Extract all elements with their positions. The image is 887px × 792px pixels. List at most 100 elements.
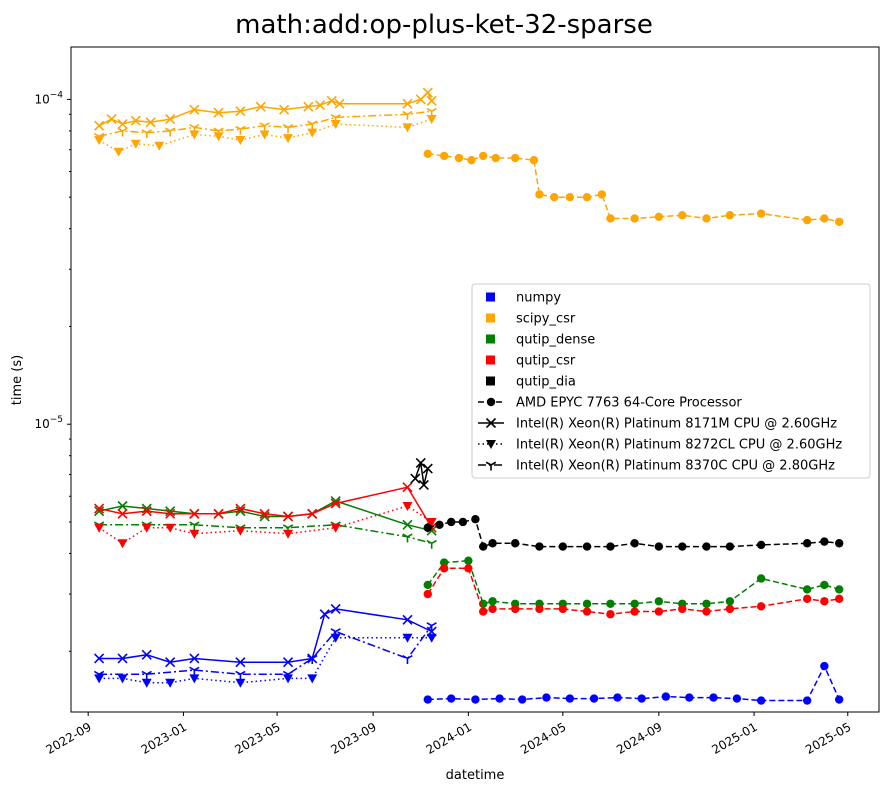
data-point (189, 508, 200, 519)
data-point (439, 558, 449, 567)
data-point (113, 147, 124, 157)
series-line (99, 637, 432, 684)
data-point (164, 127, 176, 137)
data-point (464, 556, 473, 565)
data-point (282, 670, 294, 680)
legend-label: qutip_dia (516, 375, 576, 390)
data-point (426, 115, 437, 125)
data-point (725, 211, 735, 220)
data-point (535, 604, 544, 614)
data-point (165, 508, 176, 519)
data-point (558, 542, 568, 551)
data-point (467, 155, 476, 165)
data-point (145, 117, 156, 128)
data-point (834, 695, 844, 704)
data-point (94, 506, 105, 517)
plot-frame (70, 46, 880, 713)
y-axis-label: time (s) (10, 355, 25, 405)
data-point (334, 98, 345, 109)
data-point (820, 580, 829, 590)
data-point (165, 523, 176, 533)
data-point (756, 209, 766, 218)
series-scipy_csr-1 (94, 115, 437, 157)
data-point (488, 604, 497, 614)
data-point (235, 670, 246, 680)
data-point (820, 597, 829, 606)
data-point (189, 674, 200, 684)
series-qutip_dense-6 (423, 556, 844, 608)
data-point (637, 694, 646, 703)
data-point (330, 498, 341, 509)
data-point (423, 523, 432, 532)
series-line (98, 505, 433, 545)
data-point (495, 694, 504, 703)
data-point (654, 212, 664, 222)
data-point (307, 655, 318, 664)
data-point (529, 155, 539, 165)
data-point (834, 539, 844, 548)
data-point (93, 132, 105, 142)
data-point (189, 666, 200, 676)
legend-label: qutip_dense (516, 333, 595, 348)
legend-swatch (486, 292, 495, 302)
legend-swatch (486, 313, 495, 323)
data-point (213, 127, 224, 137)
data-point (283, 134, 294, 144)
data-point (189, 104, 200, 115)
data-point (630, 599, 639, 608)
data-point (402, 98, 413, 109)
data-point (654, 607, 664, 616)
data-point (94, 503, 105, 514)
series-line (99, 625, 433, 675)
data-point (725, 542, 735, 551)
data-point (426, 517, 437, 527)
legend-frame (471, 283, 871, 479)
data-point (454, 153, 464, 163)
series-qutip_csr-7 (94, 482, 437, 533)
legend-entry-cpu-0: AMD EPYC 7763 64-Core Processor (478, 396, 742, 411)
data-point (141, 506, 152, 517)
data-point (326, 95, 337, 106)
data-point (94, 120, 105, 131)
data-point (235, 125, 246, 135)
legend-label: Intel(R) Xeon(R) Platinum 8272CL CPU @ 2… (516, 438, 842, 453)
data-point (402, 501, 413, 511)
series-line (427, 153, 840, 223)
data-point (597, 190, 607, 199)
data-point (282, 123, 294, 133)
data-point (756, 540, 766, 550)
data-point (834, 217, 844, 226)
plot-area (93, 87, 844, 705)
legend-label: AMD EPYC 7763 64-Core Processor (516, 396, 742, 411)
data-point (630, 214, 639, 223)
data-point (630, 539, 639, 548)
data-point (402, 482, 413, 493)
series-numpy-15 (423, 661, 844, 705)
data-point (402, 614, 413, 625)
data-point (402, 123, 413, 133)
y-axis-ticks: 10−5 10−4 (34, 90, 71, 652)
data-point (709, 693, 718, 702)
data-point (330, 633, 341, 643)
data-point (117, 508, 128, 519)
data-point (820, 537, 829, 546)
data-point (802, 594, 812, 604)
data-point (488, 597, 497, 606)
series-numpy-12 (94, 603, 437, 668)
data-point (756, 574, 766, 583)
data-point (213, 107, 224, 118)
legend-entry-qutip_csr: qutip_csr (486, 354, 576, 369)
data-point (471, 514, 480, 524)
data-point (330, 628, 341, 638)
legend-entry-cpu-2: Intel(R) Xeon(R) Platinum 8272CL CPU @ 2… (478, 438, 842, 453)
data-point (725, 604, 735, 614)
data-point (426, 95, 437, 106)
legend-entry-scipy_csr: scipy_csr (486, 312, 576, 327)
data-point (511, 604, 520, 614)
data-point (422, 87, 433, 98)
data-point (423, 589, 432, 599)
data-point (319, 609, 330, 620)
data-point (582, 192, 592, 202)
data-point (511, 153, 520, 163)
data-point (117, 127, 128, 137)
